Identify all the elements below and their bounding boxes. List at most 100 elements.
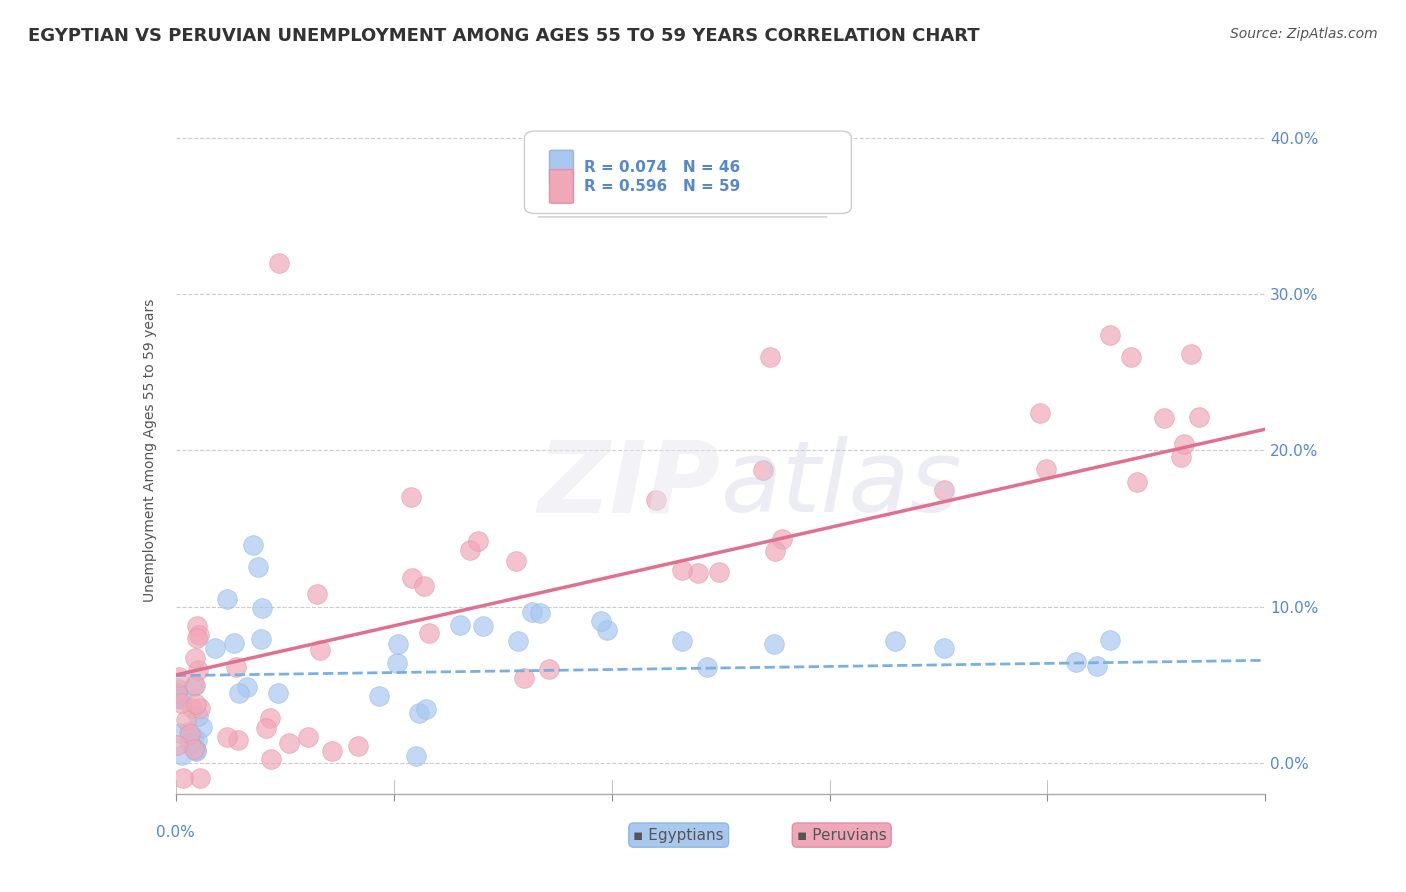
Text: ▪ Peruvians: ▪ Peruvians	[797, 828, 887, 843]
Point	[187, 628, 209, 642]
Point	[449, 618, 471, 632]
Point	[247, 560, 270, 574]
Point	[242, 538, 264, 552]
Point	[1126, 475, 1149, 489]
Text: R = 0.074   N = 46: R = 0.074 N = 46	[585, 160, 741, 175]
Point	[513, 671, 536, 685]
Point	[1153, 411, 1175, 425]
Point	[759, 350, 782, 364]
Point	[696, 659, 718, 673]
FancyBboxPatch shape	[550, 151, 574, 184]
Text: 0.0%: 0.0%	[156, 825, 195, 839]
Point	[228, 686, 250, 700]
Point	[188, 701, 211, 715]
Point	[308, 643, 330, 657]
Point	[278, 736, 301, 750]
Point	[186, 632, 208, 646]
Point	[186, 743, 208, 757]
Point	[596, 623, 619, 637]
Point	[186, 698, 208, 712]
Point	[321, 744, 343, 758]
Point	[165, 687, 187, 701]
Point	[1098, 633, 1121, 648]
Point	[166, 686, 188, 700]
Point	[183, 742, 205, 756]
Point	[471, 618, 494, 632]
Point	[167, 681, 190, 696]
Point	[204, 640, 226, 655]
Point	[589, 614, 612, 628]
Text: ▪ Egyptians: ▪ Egyptians	[633, 828, 724, 843]
Point	[1035, 461, 1057, 475]
Point	[187, 709, 209, 723]
Point	[170, 697, 193, 711]
Point	[217, 730, 239, 744]
Point	[184, 678, 207, 692]
Text: R = 0.596   N = 59: R = 0.596 N = 59	[585, 178, 741, 194]
Text: ZIP: ZIP	[537, 436, 721, 533]
Point	[1029, 406, 1052, 420]
Point	[186, 732, 208, 747]
Point	[181, 731, 204, 745]
Point	[752, 462, 775, 476]
Point	[538, 662, 561, 676]
Point	[187, 663, 209, 677]
Point	[250, 601, 273, 615]
Point	[183, 651, 205, 665]
Text: EGYPTIAN VS PERUVIAN UNEMPLOYMENT AMONG AGES 55 TO 59 YEARS CORRELATION CHART: EGYPTIAN VS PERUVIAN UNEMPLOYMENT AMONG …	[28, 27, 980, 45]
Point	[1170, 450, 1192, 464]
Point	[179, 727, 201, 741]
Point	[169, 725, 191, 739]
Point	[180, 701, 202, 715]
Point	[415, 701, 437, 715]
Point	[506, 633, 529, 648]
Point	[934, 640, 956, 655]
Point	[165, 691, 187, 706]
Point	[671, 563, 693, 577]
Point	[1064, 655, 1087, 669]
Point	[385, 657, 408, 671]
Point	[671, 633, 693, 648]
Point	[644, 493, 666, 508]
FancyBboxPatch shape	[550, 169, 574, 203]
Point	[883, 634, 905, 648]
Point	[222, 636, 245, 650]
Point	[172, 771, 194, 786]
Point	[401, 571, 423, 585]
Point	[399, 490, 422, 504]
Point	[529, 606, 551, 620]
Point	[1173, 437, 1195, 451]
Point	[770, 532, 793, 546]
Point	[183, 679, 205, 693]
Point	[188, 771, 211, 786]
Point	[762, 637, 785, 651]
Point	[932, 483, 955, 497]
Point	[226, 732, 249, 747]
Point	[166, 738, 188, 752]
Point	[307, 586, 329, 600]
Point	[236, 680, 259, 694]
Point	[186, 619, 208, 633]
Point	[346, 739, 368, 753]
Text: Source: ZipAtlas.com: Source: ZipAtlas.com	[1230, 27, 1378, 41]
Point	[170, 748, 193, 763]
Point	[1085, 658, 1108, 673]
Point	[250, 632, 273, 646]
Point	[170, 691, 193, 706]
Point	[297, 730, 319, 744]
Point	[225, 660, 247, 674]
Point	[190, 720, 212, 734]
Point	[412, 579, 434, 593]
Point	[267, 686, 290, 700]
Point	[522, 605, 544, 619]
Point	[405, 748, 427, 763]
Point	[1119, 351, 1142, 365]
Point	[254, 721, 277, 735]
Point	[688, 566, 710, 580]
Point	[387, 636, 409, 650]
Point	[1188, 410, 1211, 425]
Point	[269, 256, 291, 270]
Point	[179, 736, 201, 750]
Point	[179, 725, 201, 739]
Point	[418, 626, 440, 640]
